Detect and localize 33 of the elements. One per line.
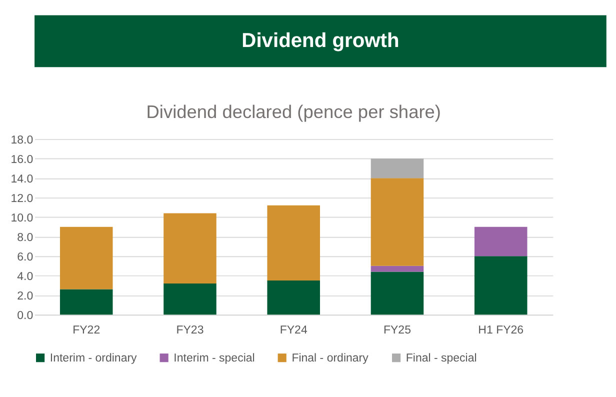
y-tick-label: 16.0 — [10, 154, 34, 166]
legend-label: Interim - special — [174, 352, 255, 365]
bar — [164, 283, 216, 315]
y-tick-label: 14.0 — [10, 173, 34, 186]
bar — [60, 226, 113, 290]
y-tick-label: 6.0 — [17, 251, 34, 264]
bar — [267, 205, 320, 281]
y-tick-label: 18.0 — [10, 134, 34, 146]
bar — [474, 256, 528, 315]
legend-label: Interim - ordinary — [50, 352, 138, 365]
x-tick-label: FY23 — [176, 324, 204, 336]
chart-title: Dividend growth — [242, 30, 400, 52]
bar — [267, 280, 320, 315]
bar — [370, 158, 424, 178]
bar — [164, 213, 216, 284]
x-tick-label: FY24 — [280, 324, 308, 336]
bar — [370, 266, 424, 272]
bar — [474, 226, 528, 256]
bar — [60, 289, 113, 315]
y-tick-label: 10.0 — [10, 212, 34, 224]
legend-label: Final - special — [406, 352, 477, 365]
bar — [370, 272, 424, 315]
x-tick-label: FY22 — [72, 324, 100, 336]
legend-label: Final - ordinary — [292, 352, 369, 365]
x-tick-label: FY25 — [383, 324, 411, 336]
y-tick-label: 0.0 — [17, 310, 34, 322]
bar — [370, 178, 424, 266]
y-tick-label: 12.0 — [10, 192, 34, 205]
x-tick-label: H1 FY26 — [478, 324, 524, 336]
y-tick-label: 4.0 — [17, 270, 34, 283]
y-tick-label: 8.0 — [17, 232, 34, 244]
chart-subtitle: Dividend declared (pence per share) — [146, 100, 441, 122]
y-tick-label: 2.0 — [17, 290, 34, 302]
